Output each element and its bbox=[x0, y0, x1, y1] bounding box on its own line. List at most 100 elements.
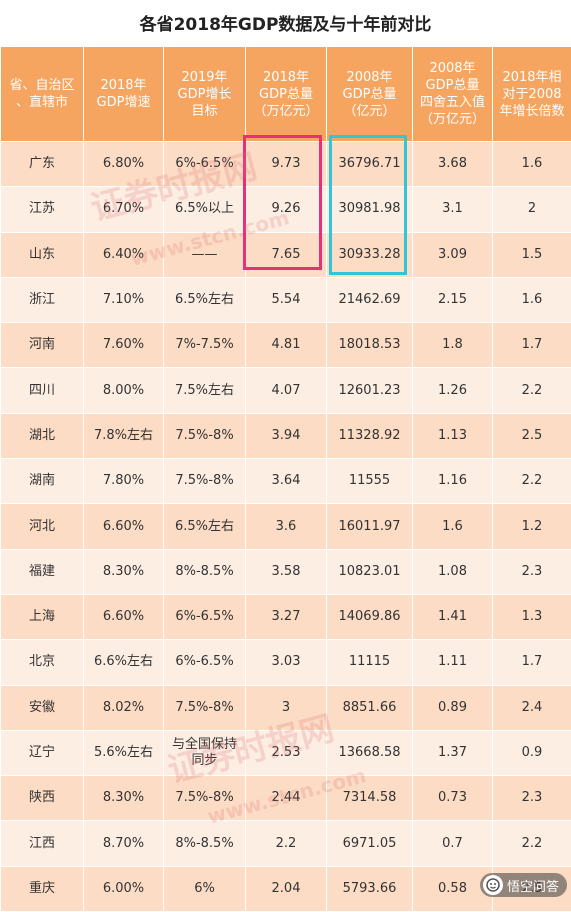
gdp-2018-cell: 3 bbox=[246, 685, 327, 730]
gdp-2018-cell: 4.81 bbox=[246, 323, 327, 368]
gdp-2018-cell: 9.26 bbox=[246, 187, 327, 232]
target-2019-cell: 6%-6.5% bbox=[164, 640, 246, 685]
growth-multiple-cell: 1.7 bbox=[493, 640, 571, 685]
growth-2018-cell: 7.60% bbox=[84, 323, 164, 368]
growth-multiple-cell: 1.5 bbox=[493, 232, 571, 277]
gdp-2008-cell: 6971.05 bbox=[327, 821, 413, 866]
growth-2018-cell: 7.80% bbox=[84, 459, 164, 504]
gdp-2008-cell: 8851.66 bbox=[327, 685, 413, 730]
target-2019-cell: —— bbox=[164, 232, 246, 277]
column-header: 2008年 GDP总量 四舍五入值 （万亿元） bbox=[413, 47, 493, 142]
province-cell: 江苏 bbox=[1, 187, 84, 232]
target-2019-cell: 7.5%-8% bbox=[164, 459, 246, 504]
target-2019-cell: 6%-6.5% bbox=[164, 594, 246, 639]
growth-2018-cell: 7.8%左右 bbox=[84, 413, 164, 458]
growth-multiple-cell: 2.3 bbox=[493, 776, 571, 821]
table-title: 各省2018年GDP数据及与十年前对比 bbox=[0, 0, 571, 44]
province-cell: 河南 bbox=[1, 323, 84, 368]
growth-2018-cell: 8.02% bbox=[84, 685, 164, 730]
target-2019-cell: 8%-8.5% bbox=[164, 821, 246, 866]
source-badge[interactable]: 悟空问答 bbox=[480, 873, 567, 897]
growth-multiple-cell: 2.2 bbox=[493, 368, 571, 413]
province-cell: 辽宁 bbox=[1, 730, 84, 775]
gdp-2018-cell: 3.03 bbox=[246, 640, 327, 685]
gdp-2018-cell: 9.73 bbox=[246, 142, 327, 187]
gdp-2008-rounded-cell: 3.68 bbox=[413, 142, 493, 187]
column-header: 省、自治区 、直辖市 bbox=[1, 47, 84, 142]
growth-multiple-cell: 2.5 bbox=[493, 413, 571, 458]
growth-multiple-cell: 1.3 bbox=[493, 594, 571, 639]
target-2019-cell: 6%-6.5% bbox=[164, 142, 246, 187]
growth-2018-cell: 7.10% bbox=[84, 277, 164, 322]
growth-2018-cell: 6.60% bbox=[84, 504, 164, 549]
gdp-2008-rounded-cell: 1.08 bbox=[413, 549, 493, 594]
growth-2018-cell: 8.00% bbox=[84, 368, 164, 413]
target-2019-cell: 7.5%-8% bbox=[164, 685, 246, 730]
growth-multiple-cell: 1.7 bbox=[493, 323, 571, 368]
column-header: 2019年 GDP增长 目标 bbox=[164, 47, 246, 142]
growth-multiple-cell: 2 bbox=[493, 187, 571, 232]
gdp-2008-cell: 14069.86 bbox=[327, 594, 413, 639]
gdp-2008-rounded-cell: 1.41 bbox=[413, 594, 493, 639]
gdp-2008-rounded-cell: 1.37 bbox=[413, 730, 493, 775]
growth-2018-cell: 6.80% bbox=[84, 142, 164, 187]
gdp-2018-cell: 3.6 bbox=[246, 504, 327, 549]
province-cell: 江西 bbox=[1, 821, 84, 866]
gdp-2008-rounded-cell: 3.1 bbox=[413, 187, 493, 232]
gdp-2018-cell: 5.54 bbox=[246, 277, 327, 322]
growth-2018-cell: 6.60% bbox=[84, 594, 164, 639]
gdp-2008-rounded-cell: 1.26 bbox=[413, 368, 493, 413]
target-2019-cell: 与全国保持 同步 bbox=[164, 730, 246, 775]
target-2019-cell: 6.5%左右 bbox=[164, 277, 246, 322]
gdp-2008-rounded-cell: 0.73 bbox=[413, 776, 493, 821]
gdp-2018-cell: 2.44 bbox=[246, 776, 327, 821]
gdp-2008-cell: 16011.97 bbox=[327, 504, 413, 549]
growth-2018-cell: 8.30% bbox=[84, 549, 164, 594]
growth-2018-cell: 6.40% bbox=[84, 232, 164, 277]
gdp-2018-cell: 2.2 bbox=[246, 821, 327, 866]
growth-2018-cell: 8.30% bbox=[84, 776, 164, 821]
gdp-2008-rounded-cell: 0.7 bbox=[413, 821, 493, 866]
column-header: 2008年 GDP总量 （亿元） bbox=[327, 47, 413, 142]
target-2019-cell: 6.5%左右 bbox=[164, 504, 246, 549]
growth-multiple-cell: 2.3 bbox=[493, 549, 571, 594]
gdp-2018-cell: 3.27 bbox=[246, 594, 327, 639]
gdp-2008-rounded-cell: 0.89 bbox=[413, 685, 493, 730]
gdp-2018-cell: 7.65 bbox=[246, 232, 327, 277]
gdp-2008-cell: 18018.53 bbox=[327, 323, 413, 368]
growth-2018-cell: 5.6%左右 bbox=[84, 730, 164, 775]
growth-multiple-cell: 2.4 bbox=[493, 685, 571, 730]
gdp-2008-cell: 7314.58 bbox=[327, 776, 413, 821]
target-2019-cell: 7.5%-8% bbox=[164, 776, 246, 821]
gdp-2008-cell: 30981.98 bbox=[327, 187, 413, 232]
growth-multiple-cell: 2.2 bbox=[493, 821, 571, 866]
province-cell: 山东 bbox=[1, 232, 84, 277]
gdp-2008-cell: 36796.71 bbox=[327, 142, 413, 187]
gdp-2008-cell: 11115 bbox=[327, 640, 413, 685]
province-cell: 北京 bbox=[1, 640, 84, 685]
source-badge-label: 悟空问答 bbox=[507, 876, 559, 895]
gdp-2008-cell: 11555 bbox=[327, 459, 413, 504]
gdp-2018-cell: 4.07 bbox=[246, 368, 327, 413]
gdp-2008-cell: 11328.92 bbox=[327, 413, 413, 458]
gdp-2008-rounded-cell: 2.15 bbox=[413, 277, 493, 322]
growth-multiple-cell: 1.6 bbox=[493, 142, 571, 187]
column-header: 2018年 GDP总量 （万亿元） bbox=[246, 47, 327, 142]
province-cell: 上海 bbox=[1, 594, 84, 639]
gdp-2008-rounded-cell: 3.09 bbox=[413, 232, 493, 277]
province-cell: 浙江 bbox=[1, 277, 84, 322]
province-cell: 湖北 bbox=[1, 413, 84, 458]
